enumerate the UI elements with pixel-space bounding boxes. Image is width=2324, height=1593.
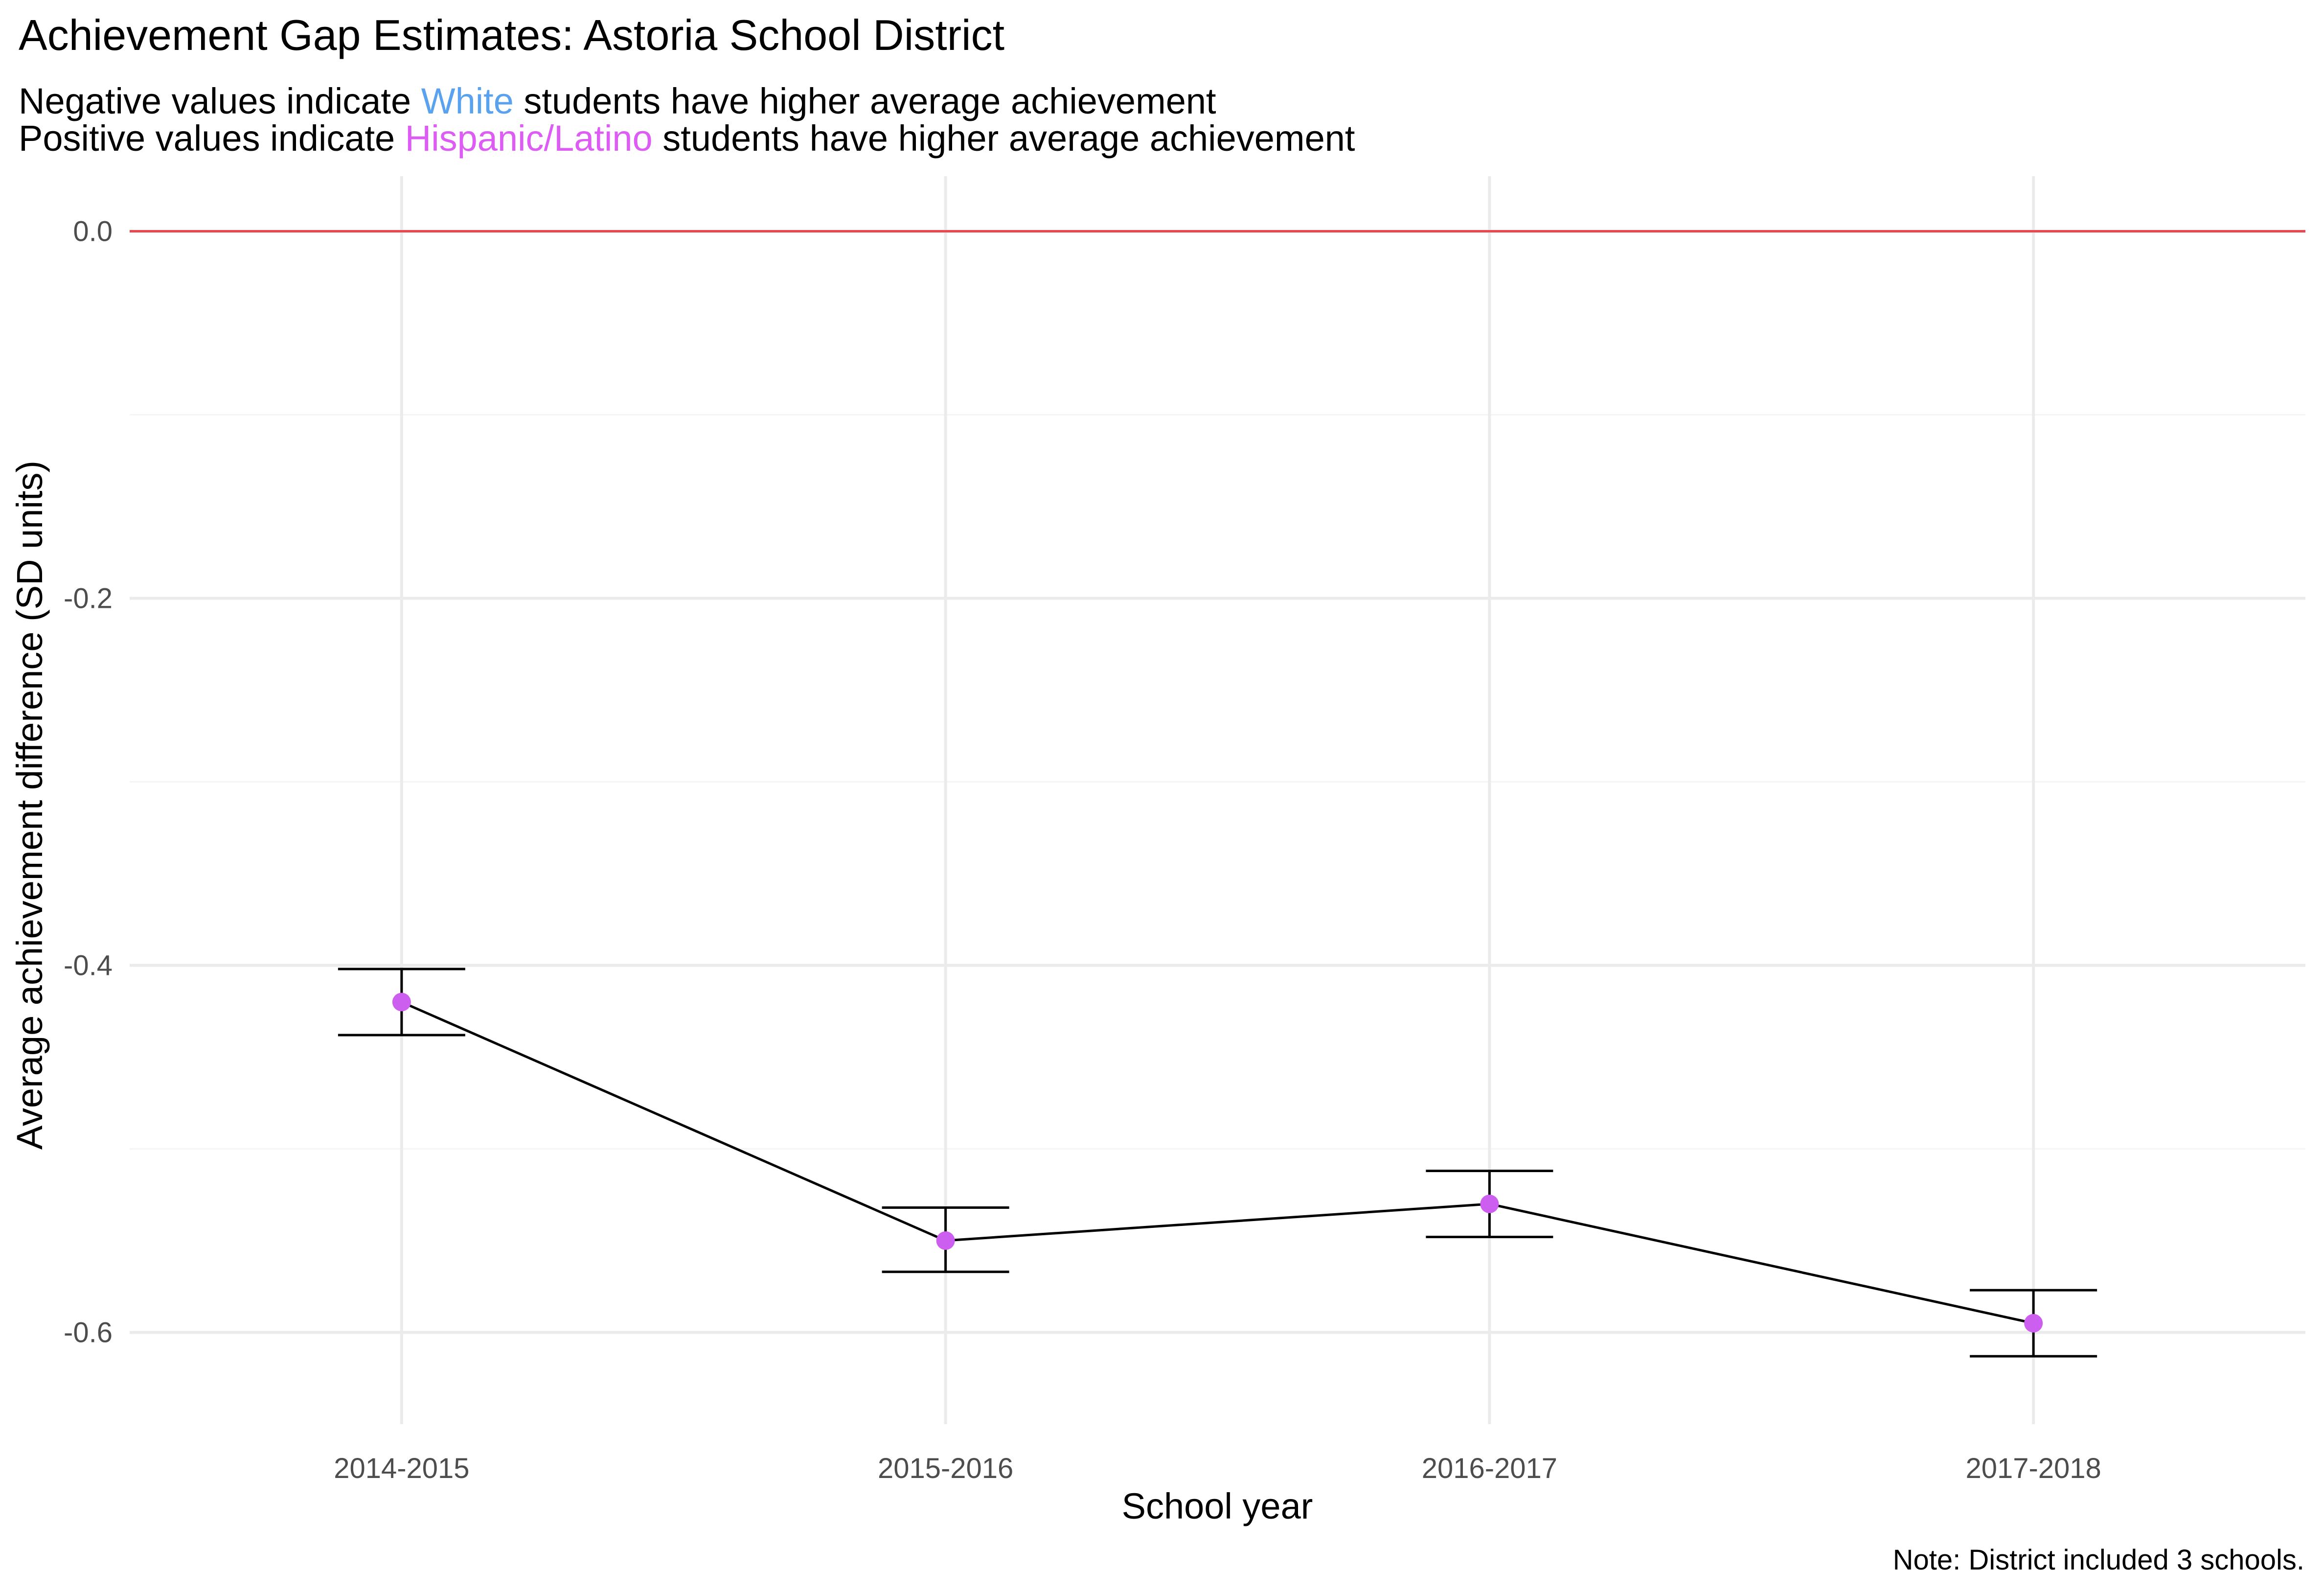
data-point-3 — [2024, 1314, 2043, 1333]
y-tick-label-1: -0.2 — [64, 583, 113, 615]
data-point-2 — [1480, 1195, 1499, 1213]
series-layer — [401, 1001, 2034, 1325]
chart-subtitle-line-2: Positive values indicate Hispanic/Latino… — [19, 118, 1355, 159]
subtitle-2-after: students have higher average achievement — [653, 118, 1355, 159]
series-line — [401, 1001, 2034, 1325]
data-point-0 — [392, 993, 411, 1012]
subtitle-2-highlight-hispanic-latino: Hispanic/Latino — [405, 118, 653, 159]
chart-caption: Note: District included 3 schools. — [1893, 1544, 2304, 1576]
y-tick-label-0: 0.0 — [73, 216, 113, 248]
y-tick-label-2: -0.4 — [64, 950, 113, 982]
point-layer — [392, 993, 2043, 1333]
x-tick-label-1: 2015-2016 — [878, 1453, 1013, 1484]
y-axis-title: Average achievement difference (SD units… — [9, 461, 50, 1150]
subtitle-2-before: Positive values indicate — [19, 118, 405, 159]
x-axis-title: School year — [1122, 1486, 1313, 1526]
subtitle-1-after: students have higher average achievement — [514, 81, 1216, 121]
data-point-1 — [936, 1231, 955, 1250]
y-tick-label-layer: 0.0 -0.2 -0.4 -0.6 — [64, 216, 113, 1349]
x-tick-label-3: 2017-2018 — [1965, 1453, 2101, 1484]
x-tick-label-0: 2014-2015 — [334, 1453, 469, 1484]
x-tick-label-layer: 2014-2015 2015-2016 2016-2017 2017-2018 — [334, 1453, 2101, 1484]
subtitle-1-before: Negative values indicate — [19, 81, 421, 121]
grid-layer — [130, 176, 2305, 1424]
error-bar-layer — [338, 968, 2097, 1358]
chart-subtitle-line-1: Negative values indicate White students … — [19, 81, 1216, 121]
subtitle-1-highlight-white: White — [421, 81, 514, 121]
chart-title: Achievement Gap Estimates: Astoria Schoo… — [19, 11, 1004, 59]
y-tick-label-3: -0.6 — [64, 1317, 113, 1349]
x-tick-label-2: 2016-2017 — [1422, 1453, 1557, 1484]
